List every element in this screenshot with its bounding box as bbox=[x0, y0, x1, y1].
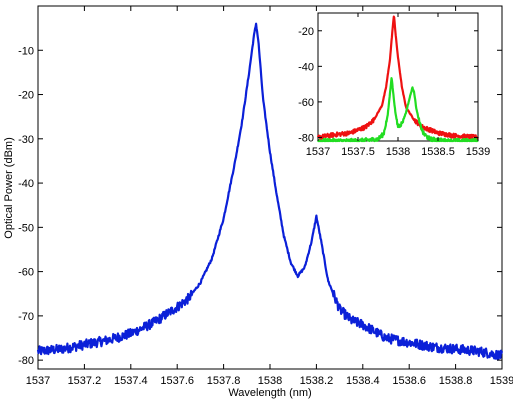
inset-y-tick-label: -40 bbox=[298, 61, 314, 73]
x-axis-title: Wavelength (nm) bbox=[228, 387, 311, 399]
main-x-tick-label: 1537.8 bbox=[207, 375, 241, 387]
main-y-tick-label: -40 bbox=[18, 178, 34, 190]
main-x-tick-label: 1537.2 bbox=[68, 375, 102, 387]
main-x-tick-label: 1537.6 bbox=[160, 375, 194, 387]
inset-x-tick-label: 1537 bbox=[306, 146, 330, 158]
inset-x-tick-label: 1538 bbox=[386, 146, 410, 158]
inset-plot: 1537 1537.5 1538 1538.5 1539 -80 -60 -40 -20 bbox=[298, 12, 490, 158]
main-y-tick-label: -60 bbox=[18, 267, 34, 279]
main-y-tick-label: -30 bbox=[18, 134, 34, 146]
main-x-tick-label: 1537.4 bbox=[114, 375, 148, 387]
inset-y-tick-label: -60 bbox=[298, 97, 314, 109]
inset-x-tick-label: 1538.5 bbox=[421, 146, 455, 158]
main-y-tick-label: -10 bbox=[18, 45, 34, 57]
main-y-tick-label: -50 bbox=[18, 222, 34, 234]
inset-series-line-0 bbox=[316, 15, 479, 141]
inset-x-tick-label: 1539 bbox=[466, 146, 490, 158]
main-y-tick-label: -20 bbox=[18, 90, 34, 102]
inset-x-tick-label: 1537.5 bbox=[341, 146, 375, 158]
main-x-tick-label: 1538.6 bbox=[392, 375, 426, 387]
main-x-tick-label: 1538.4 bbox=[346, 375, 380, 387]
main-y-tick-label: -80 bbox=[18, 355, 34, 367]
inset-y-tick-label: -80 bbox=[298, 132, 314, 144]
inset-y-tick-label: -20 bbox=[298, 26, 314, 38]
main-x-tick-label: 1538 bbox=[258, 375, 282, 387]
main-x-tick-label: 1537 bbox=[26, 375, 50, 387]
main-series-line-0 bbox=[36, 22, 504, 361]
inset-plot-frame bbox=[317, 12, 479, 142]
main-x-tick-label: 1538.2 bbox=[300, 375, 334, 387]
y-axis-title: Optical Power (dBm) bbox=[3, 137, 15, 238]
main-x-tick-label: 1538.8 bbox=[439, 375, 473, 387]
main-x-tick-label: 1539 bbox=[490, 375, 513, 387]
inset-series-line-1 bbox=[317, 77, 479, 143]
main-y-tick-label: -70 bbox=[18, 311, 34, 323]
